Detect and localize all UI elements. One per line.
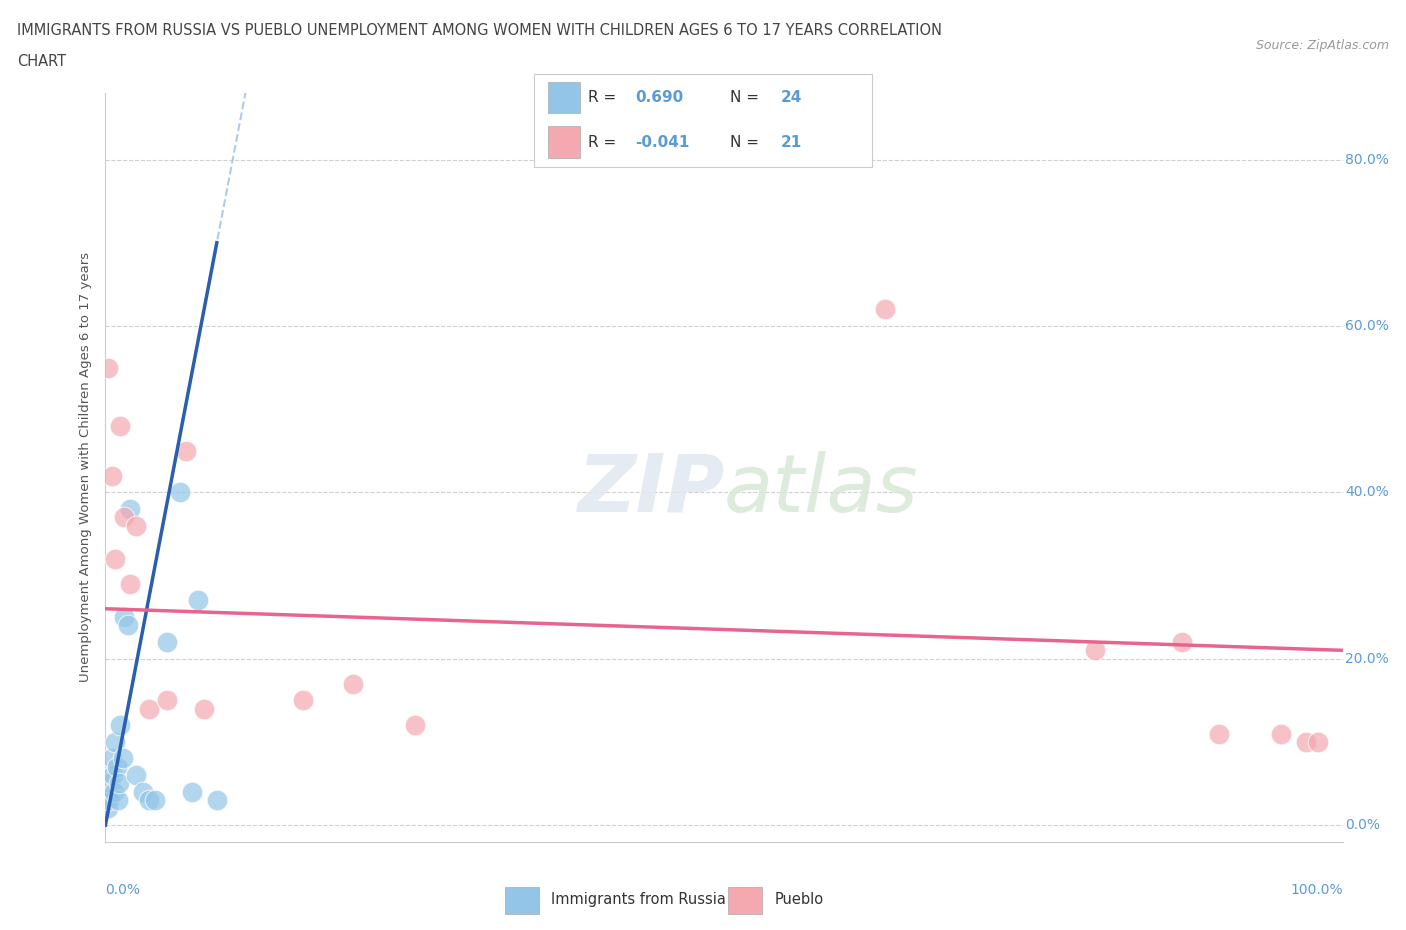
Text: N =: N = bbox=[730, 135, 763, 150]
Point bbox=[97, 360, 120, 375]
Text: 100.0%: 100.0% bbox=[1291, 883, 1343, 897]
Point bbox=[174, 444, 197, 458]
Point bbox=[108, 776, 131, 790]
Point bbox=[100, 468, 122, 483]
Text: 40.0%: 40.0% bbox=[1346, 485, 1389, 499]
Point bbox=[138, 792, 160, 807]
Point bbox=[187, 593, 209, 608]
Point bbox=[1306, 735, 1329, 750]
Text: 80.0%: 80.0% bbox=[1346, 153, 1389, 166]
Point bbox=[292, 693, 315, 708]
Text: -0.041: -0.041 bbox=[636, 135, 690, 150]
Point bbox=[143, 792, 166, 807]
Text: 24: 24 bbox=[780, 90, 801, 105]
Point bbox=[98, 792, 121, 807]
Point bbox=[112, 610, 135, 625]
Point bbox=[131, 784, 153, 799]
Point bbox=[156, 634, 179, 649]
Point bbox=[105, 759, 128, 774]
Text: Source: ZipAtlas.com: Source: ZipAtlas.com bbox=[1256, 39, 1389, 52]
Point bbox=[342, 676, 364, 691]
Point bbox=[125, 767, 148, 782]
Bar bbox=[728, 887, 762, 914]
Point bbox=[169, 485, 191, 499]
Point bbox=[156, 693, 179, 708]
Point bbox=[205, 792, 228, 807]
Text: 60.0%: 60.0% bbox=[1346, 319, 1389, 333]
Point bbox=[181, 784, 204, 799]
Text: ZIP: ZIP bbox=[576, 451, 724, 529]
Point bbox=[120, 577, 142, 591]
Text: Pueblo: Pueblo bbox=[775, 892, 824, 908]
Text: CHART: CHART bbox=[17, 54, 66, 69]
Point bbox=[193, 701, 215, 716]
Point bbox=[110, 418, 132, 433]
Point bbox=[112, 510, 135, 525]
Text: Immigrants from Russia: Immigrants from Russia bbox=[551, 892, 727, 908]
Point bbox=[103, 784, 125, 799]
Point bbox=[125, 518, 148, 533]
Text: 0.0%: 0.0% bbox=[1346, 818, 1381, 832]
Text: 20.0%: 20.0% bbox=[1346, 652, 1389, 666]
Point bbox=[117, 618, 139, 632]
Bar bbox=[505, 887, 538, 914]
Text: R =: R = bbox=[588, 135, 621, 150]
Point bbox=[101, 767, 124, 782]
Bar bbox=[548, 82, 579, 113]
Bar bbox=[548, 126, 579, 158]
Point bbox=[1208, 726, 1230, 741]
Point bbox=[97, 801, 120, 816]
Point bbox=[104, 551, 127, 566]
Text: IMMIGRANTS FROM RUSSIA VS PUEBLO UNEMPLOYMENT AMONG WOMEN WITH CHILDREN AGES 6 T: IMMIGRANTS FROM RUSSIA VS PUEBLO UNEMPLO… bbox=[17, 23, 942, 38]
Text: 21: 21 bbox=[780, 135, 801, 150]
Point bbox=[120, 501, 142, 516]
Point bbox=[1084, 643, 1107, 658]
Point bbox=[110, 718, 132, 733]
Point bbox=[873, 302, 896, 317]
Point bbox=[1295, 735, 1317, 750]
Point bbox=[1270, 726, 1292, 741]
Text: 0.690: 0.690 bbox=[636, 90, 683, 105]
Text: N =: N = bbox=[730, 90, 763, 105]
Point bbox=[100, 751, 122, 766]
Point bbox=[100, 776, 122, 790]
Text: R =: R = bbox=[588, 90, 621, 105]
Point bbox=[404, 718, 426, 733]
Point bbox=[138, 701, 160, 716]
Point bbox=[111, 751, 134, 766]
Text: 0.0%: 0.0% bbox=[105, 883, 141, 897]
Point bbox=[1171, 634, 1194, 649]
Text: atlas: atlas bbox=[724, 451, 920, 529]
Point bbox=[104, 735, 127, 750]
Y-axis label: Unemployment Among Women with Children Ages 6 to 17 years: Unemployment Among Women with Children A… bbox=[79, 252, 93, 683]
Point bbox=[107, 792, 129, 807]
